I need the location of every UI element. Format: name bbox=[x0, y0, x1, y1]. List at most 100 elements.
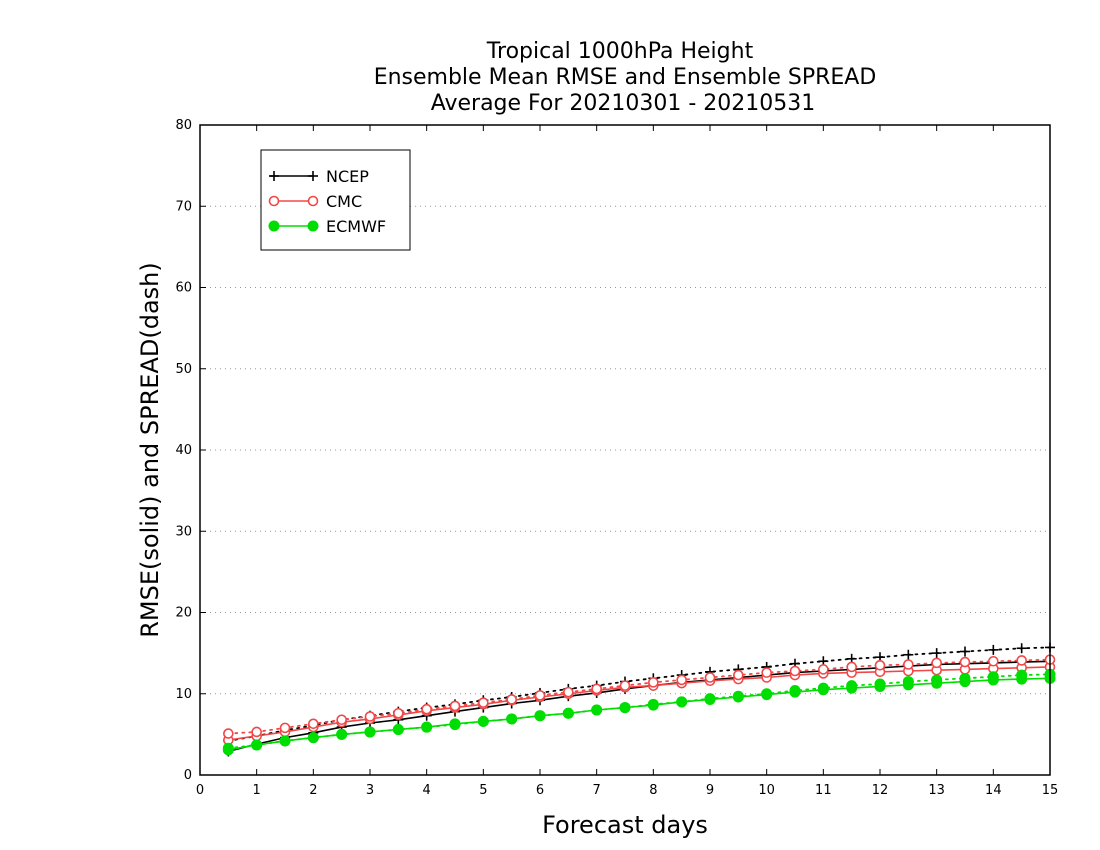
series-ecmwf bbox=[222, 668, 1056, 756]
spread-point bbox=[251, 726, 262, 738]
spread-point bbox=[392, 724, 404, 735]
spread-point bbox=[534, 690, 546, 701]
y-tick-label: 40 bbox=[175, 443, 192, 458]
spread-point bbox=[279, 735, 291, 747]
series-ncep bbox=[223, 642, 1055, 757]
spread-point bbox=[931, 657, 942, 669]
spread-point bbox=[874, 678, 886, 690]
spread-point bbox=[1016, 669, 1028, 681]
spread-point bbox=[789, 685, 801, 696]
spread-point bbox=[987, 671, 999, 683]
spread-point bbox=[393, 707, 404, 719]
spread-point bbox=[818, 664, 829, 675]
spread-point bbox=[704, 693, 716, 705]
spread-point bbox=[903, 659, 914, 670]
spread-point bbox=[477, 715, 489, 727]
spread-point bbox=[591, 683, 602, 695]
spread-point bbox=[591, 704, 603, 716]
spread-point bbox=[279, 722, 291, 734]
spread-point bbox=[562, 707, 574, 719]
spread-point bbox=[648, 677, 659, 688]
spread-point bbox=[931, 648, 942, 659]
spread-point bbox=[449, 700, 461, 712]
spread-point bbox=[988, 655, 999, 667]
spread-point bbox=[988, 644, 999, 655]
spread-point bbox=[563, 686, 574, 698]
y-tick-label: 30 bbox=[175, 524, 192, 539]
spread-line-ecmwf bbox=[227, 673, 1051, 750]
spread-point bbox=[874, 660, 886, 671]
y-tick-label: 60 bbox=[175, 281, 192, 296]
x-tick-label: 10 bbox=[758, 783, 775, 798]
y-tick-label: 10 bbox=[175, 687, 192, 702]
spread-point bbox=[364, 711, 376, 722]
y-tick-label: 0 bbox=[184, 768, 192, 783]
spread-point bbox=[761, 667, 772, 678]
spread-point bbox=[222, 742, 234, 754]
spread-point bbox=[308, 718, 319, 730]
legend-label: NCEP bbox=[326, 167, 369, 186]
x-tick-label: 7 bbox=[593, 783, 601, 798]
chart-title: Tropical 1000hPa Height Ensemble Mean RM… bbox=[374, 39, 877, 116]
spread-point bbox=[506, 713, 518, 725]
spread-point bbox=[619, 702, 631, 714]
spread-point bbox=[846, 680, 858, 692]
spread-point bbox=[478, 697, 489, 708]
spread-point bbox=[960, 646, 970, 657]
y-tick-label: 80 bbox=[175, 118, 192, 133]
y-tick-label: 50 bbox=[175, 362, 192, 377]
series-layer bbox=[222, 642, 1056, 757]
spread-point bbox=[761, 688, 773, 700]
spread-point bbox=[307, 732, 319, 744]
x-tick-label: 6 bbox=[536, 783, 544, 798]
spread-point bbox=[421, 721, 433, 733]
x-tick-label: 11 bbox=[815, 783, 832, 798]
x-tick-label: 2 bbox=[309, 783, 317, 798]
legend: NCEP CMC ECMWF bbox=[260, 149, 411, 251]
spread-point bbox=[959, 656, 971, 668]
x-tick-label: 4 bbox=[423, 783, 431, 798]
spread-line-ncep bbox=[227, 646, 1051, 742]
x-tick-label: 0 bbox=[196, 783, 204, 798]
spread-point bbox=[647, 698, 659, 710]
legend-box bbox=[260, 149, 411, 251]
x-axis-label: Forecast days bbox=[542, 811, 708, 839]
legend-label: CMC bbox=[326, 192, 362, 211]
x-tick-label: 12 bbox=[872, 783, 889, 798]
x-tick-label: 5 bbox=[479, 783, 487, 798]
legend-marker bbox=[269, 171, 279, 181]
x-tick-label: 8 bbox=[649, 783, 657, 798]
spread-point bbox=[789, 665, 801, 677]
y-tick-label: 20 bbox=[175, 606, 192, 621]
legend-marker bbox=[268, 220, 280, 232]
spread-point bbox=[676, 674, 687, 686]
spread-point bbox=[931, 674, 943, 686]
legend-marker bbox=[308, 171, 318, 181]
spread-point bbox=[336, 728, 348, 740]
spread-point bbox=[619, 680, 631, 691]
spread-point bbox=[449, 719, 461, 731]
title-line-2: Ensemble Mean RMSE and Ensemble SPREAD bbox=[374, 65, 877, 90]
legend-entry-ecmwf: ECMWF bbox=[268, 217, 386, 236]
spread-point bbox=[817, 682, 829, 694]
spread-point bbox=[421, 703, 432, 715]
x-tick-label: 1 bbox=[253, 783, 261, 798]
title-line-3: Average For 20210301 - 20210531 bbox=[431, 91, 816, 116]
x-tick-label: 15 bbox=[1042, 783, 1059, 798]
y-tick-label: 70 bbox=[175, 199, 192, 214]
gridlines bbox=[200, 205, 1050, 695]
legend-entry-ncep: NCEP bbox=[269, 167, 369, 186]
rmse-line-ecmwf bbox=[228, 677, 1051, 751]
x-tick-label: 13 bbox=[928, 783, 945, 798]
spread-point bbox=[902, 676, 914, 688]
series-cmc bbox=[223, 654, 1056, 746]
legend-marker bbox=[268, 195, 280, 207]
title-line-1: Tropical 1000hPa Height bbox=[486, 39, 754, 64]
spread-point bbox=[1016, 643, 1027, 654]
spread-point bbox=[1016, 655, 1027, 666]
rmse-line-cmc bbox=[228, 666, 1051, 741]
spread-point bbox=[506, 694, 517, 705]
spread-point bbox=[223, 728, 234, 739]
